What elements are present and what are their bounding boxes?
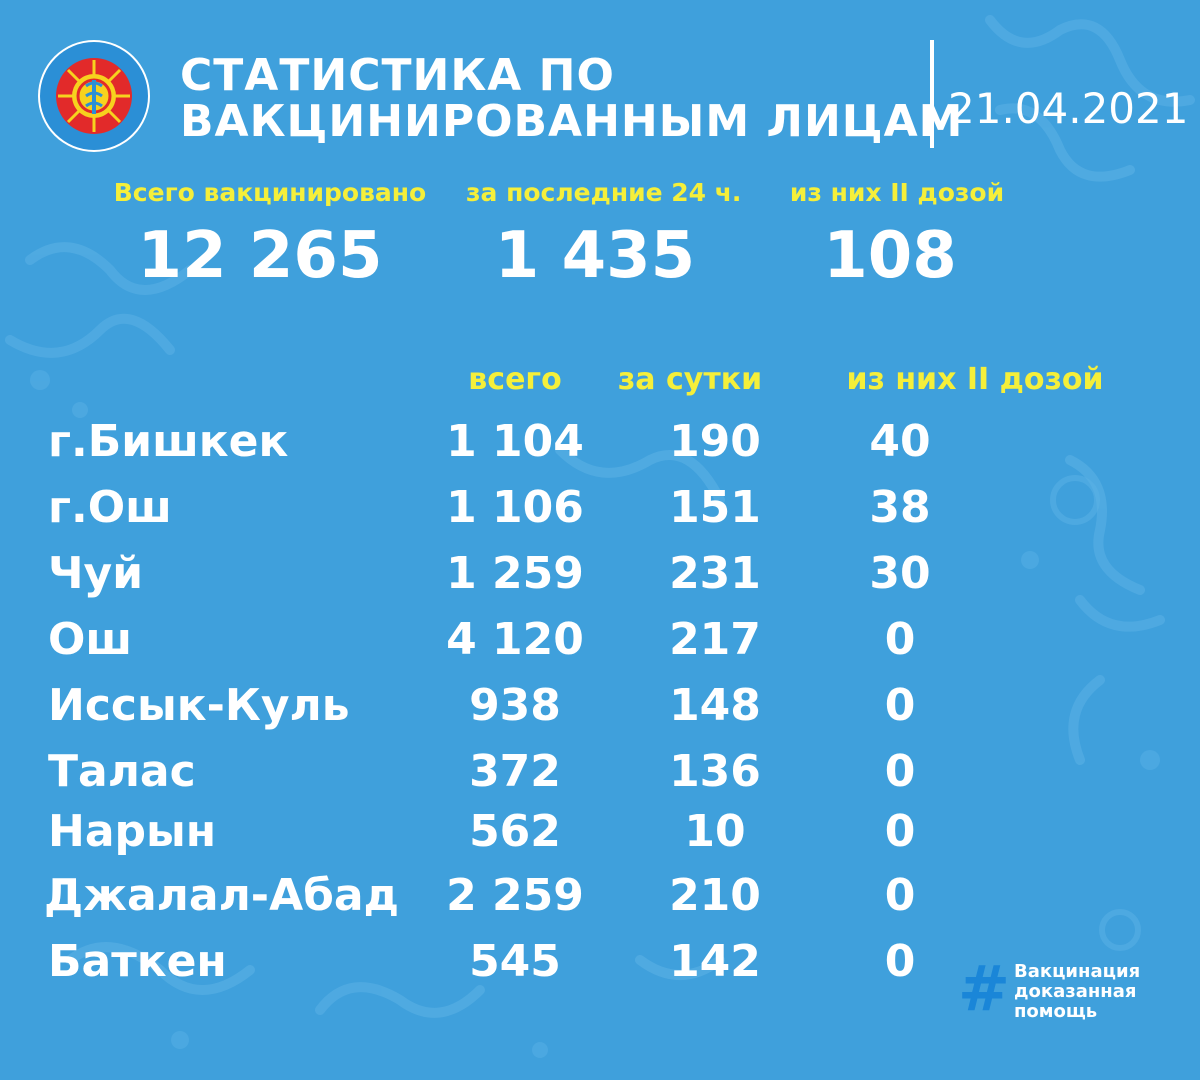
region-day: 10 — [684, 806, 746, 857]
hashtag-line-2: доказанная — [1014, 981, 1137, 1002]
page-title-line-2: ВАКЦИНИРОВАННЫМ ЛИЦАМ — [180, 96, 964, 147]
region-name: Баткен — [48, 936, 227, 987]
region-total: 4 120 — [446, 614, 584, 665]
column-header-day: за сутки — [617, 362, 763, 397]
region-day: 231 — [669, 548, 761, 599]
table-row: г.Ош 1 106 151 38 — [0, 480, 1200, 546]
hashtag-line-3: помощь — [1014, 1001, 1098, 1022]
region-name: г.Ош — [48, 482, 172, 533]
region-dose2: 0 — [884, 614, 916, 665]
table-row: Талас 372 136 0 — [0, 744, 1200, 810]
region-day: 210 — [669, 870, 761, 921]
summary-total-label: Всего вакцинировано — [113, 178, 427, 207]
hashtag-campaign: # Вакцинация доказанная помощь — [958, 958, 1158, 1028]
region-day: 148 — [669, 680, 761, 731]
region-name: Талас — [48, 746, 196, 797]
table-row: Чуй 1 259 231 30 — [0, 546, 1200, 612]
table-row: Ош 4 120 217 0 — [0, 612, 1200, 678]
region-name: г.Бишкек — [48, 416, 289, 467]
region-name: Иссык-Куль — [48, 680, 350, 731]
column-header-total: всего — [468, 362, 562, 397]
region-day: 142 — [669, 936, 761, 987]
region-dose2: 0 — [884, 680, 916, 731]
region-dose2: 40 — [869, 416, 931, 467]
table-row: Баткен 545 142 0 — [0, 934, 1200, 1000]
region-dose2: 0 — [884, 936, 916, 987]
region-dose2: 38 — [869, 482, 931, 533]
region-total: 938 — [469, 680, 561, 731]
summary-last24-value: 1 435 — [494, 219, 696, 293]
region-total: 545 — [469, 936, 561, 987]
summary-dose2-label: из них II дозой — [789, 178, 1005, 207]
region-dose2: 30 — [869, 548, 931, 599]
table-row: Иссык-Куль 938 148 0 — [0, 678, 1200, 744]
region-name: Джалал-Абад — [44, 870, 400, 921]
region-total: 562 — [469, 806, 561, 857]
region-total: 1 104 — [446, 416, 584, 467]
hashtag-icon: # — [958, 952, 1010, 1025]
region-day: 190 — [669, 416, 761, 467]
region-name: Ош — [48, 614, 133, 665]
region-dose2: 0 — [884, 806, 916, 857]
ministry-emblem-icon — [38, 40, 150, 152]
region-day: 217 — [669, 614, 761, 665]
summary-dose2-value: 108 — [823, 219, 957, 293]
region-day: 151 — [669, 482, 761, 533]
report-date: 21.04.2021 — [948, 84, 1189, 133]
region-dose2: 0 — [884, 870, 916, 921]
region-total: 1 259 — [446, 548, 584, 599]
region-total: 2 259 — [446, 870, 584, 921]
region-name: Чуй — [48, 548, 144, 599]
region-total: 1 106 — [446, 482, 584, 533]
hashtag-line-1: Вакцинация — [1014, 961, 1141, 982]
region-name: Нарын — [48, 806, 217, 857]
title-divider — [930, 40, 934, 148]
region-total: 372 — [469, 746, 561, 797]
table-row: Джалал-Абад 2 259 210 0 — [0, 868, 1200, 934]
summary-total-value: 12 265 — [137, 219, 383, 293]
page-title-line-1: СТАТИСТИКА ПО — [180, 50, 615, 101]
summary-last24-label: за последние 24 ч. — [466, 178, 742, 207]
region-day: 136 — [669, 746, 761, 797]
region-dose2: 0 — [884, 746, 916, 797]
column-header-dose2: из них II дозой — [846, 362, 1104, 397]
table-row: г.Бишкек 1 104 190 40 — [0, 414, 1200, 480]
table-row: Нарын 562 10 0 — [0, 804, 1200, 870]
